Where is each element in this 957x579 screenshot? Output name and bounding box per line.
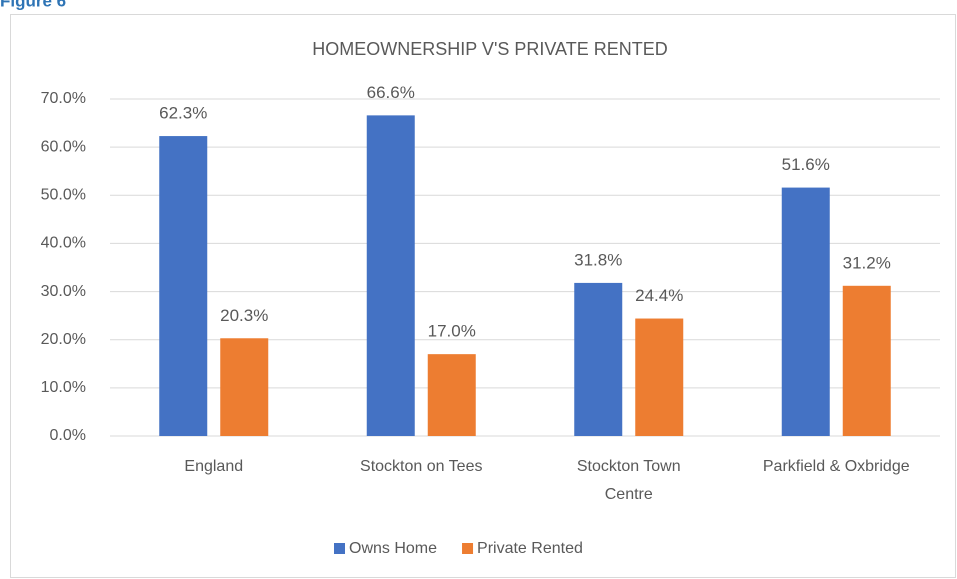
bar	[781, 187, 830, 436]
bar	[635, 318, 684, 436]
y-tick-label: 0.0%	[50, 427, 86, 444]
y-tick-label: 70.0%	[41, 90, 86, 107]
y-tick-label: 60.0%	[41, 138, 86, 155]
legend-label: Private Rented	[477, 540, 583, 557]
chart-title: HOMEOWNERSHIP V'S PRIVATE RENTED	[312, 39, 667, 59]
figure-label: Figure 6	[0, 0, 66, 10]
bar	[220, 338, 269, 436]
legend-swatch	[462, 543, 474, 554]
data-label: 20.3%	[220, 306, 268, 325]
x-tick-label: Stockton on Tees	[360, 458, 482, 475]
y-tick-label: 10.0%	[41, 379, 86, 396]
data-label: 24.4%	[635, 286, 683, 305]
y-tick-label: 30.0%	[41, 283, 86, 300]
y-tick-label: 40.0%	[41, 235, 86, 252]
legend-swatch	[334, 543, 345, 554]
bar	[574, 282, 623, 436]
bar	[427, 354, 476, 436]
data-label: 31.8%	[574, 250, 622, 269]
x-tick-label: England	[184, 458, 243, 475]
data-label: 17.0%	[428, 322, 476, 341]
legend-label: Owns Home	[349, 540, 437, 557]
data-label: 66.6%	[367, 83, 415, 102]
data-label: 51.6%	[782, 155, 830, 174]
y-tick-label: 50.0%	[41, 187, 86, 204]
bar	[366, 115, 415, 437]
data-label: 31.2%	[843, 253, 891, 272]
x-tick-label: Stockton Town Centre	[577, 458, 681, 503]
y-tick-label: 20.0%	[41, 331, 86, 348]
x-tick-label: Parkfield & Oxbridge	[763, 458, 910, 475]
bar	[842, 285, 891, 436]
bar	[159, 136, 208, 436]
data-label: 62.3%	[159, 104, 207, 123]
